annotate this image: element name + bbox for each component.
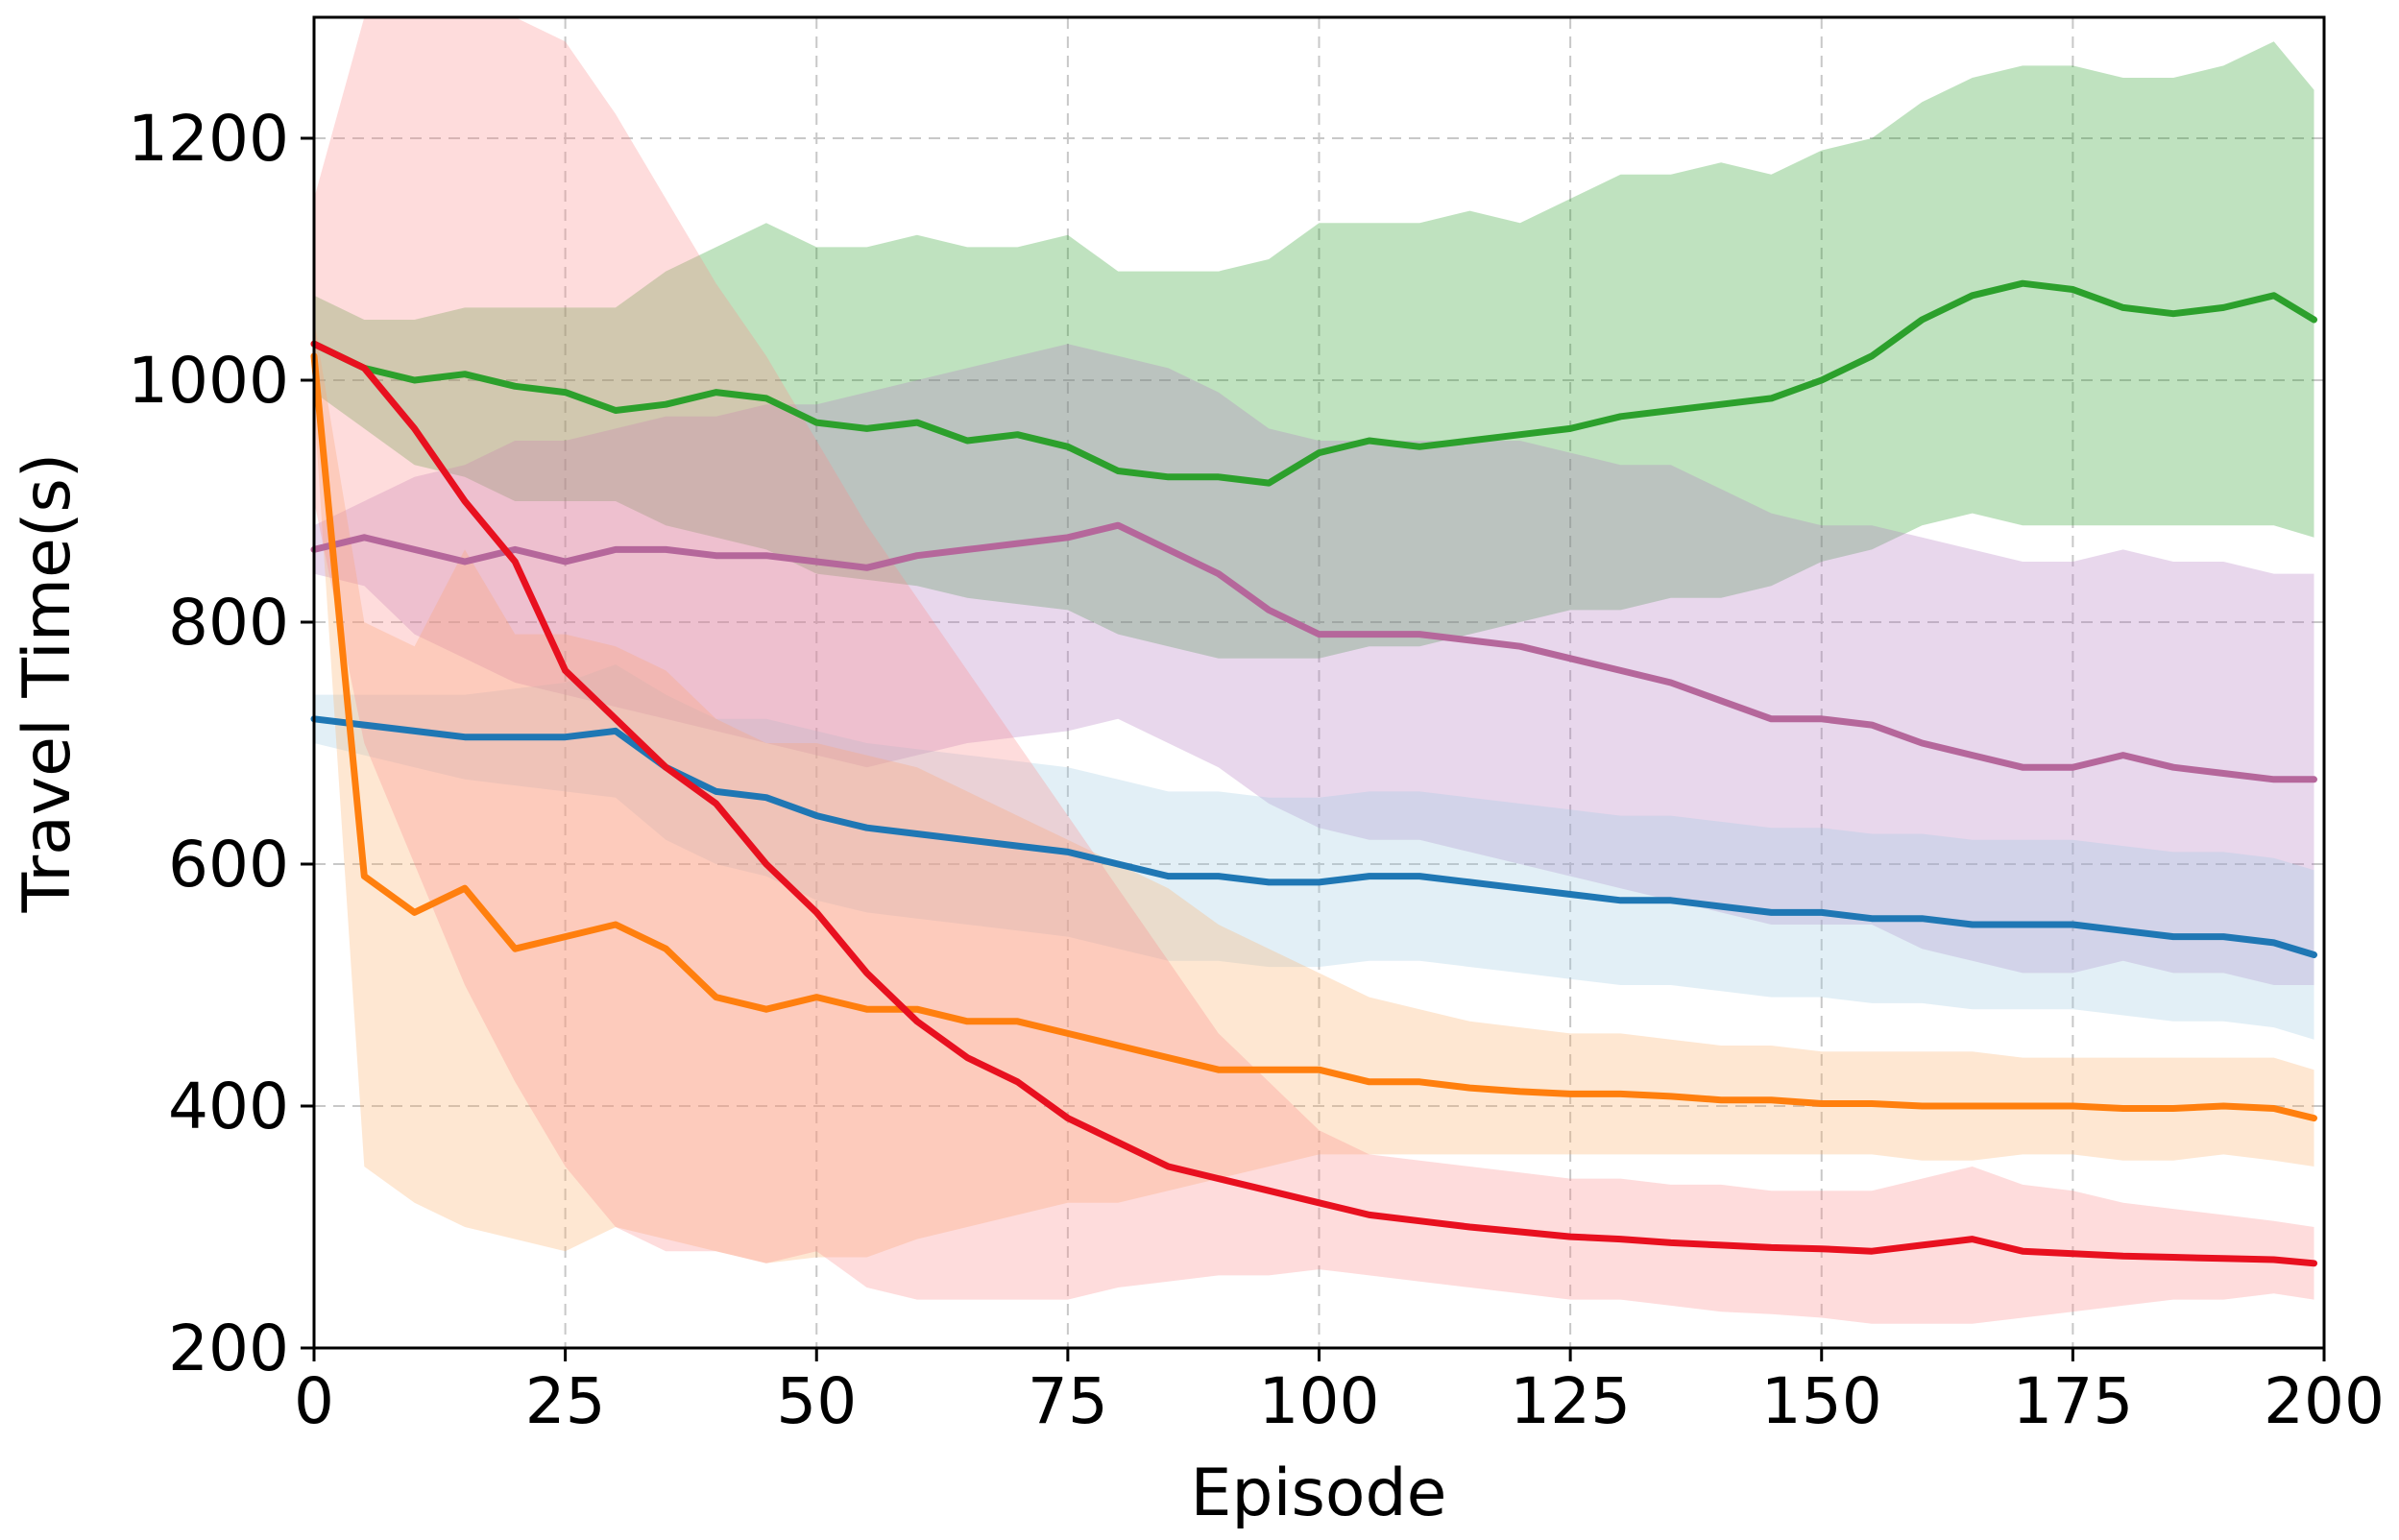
y-tick-label: 800 (168, 586, 289, 660)
series-1-band (314, 344, 2314, 985)
y-tick-label: 200 (168, 1311, 289, 1385)
grid (313, 17, 2325, 1348)
series-3-line (310, 352, 2317, 1122)
x-tick-label: 175 (2012, 1364, 2133, 1438)
series-0-line (310, 279, 2317, 487)
x-tick-label: 25 (525, 1364, 606, 1438)
x-tick-label: 0 (294, 1364, 334, 1438)
x-tick-label: 150 (1761, 1364, 1882, 1438)
series-2-band (314, 664, 2314, 1040)
y-tick-label: 400 (168, 1070, 289, 1143)
x-axis-title: Episode (1190, 1456, 1446, 1531)
y-tick-label: 600 (168, 828, 289, 902)
confidence-bands (314, 17, 2314, 1324)
x-tick-label: 125 (1510, 1364, 1631, 1438)
series-4-line (310, 340, 2317, 1267)
y-tick-label: 1200 (128, 102, 289, 176)
x-tick-label: 100 (1259, 1364, 1380, 1438)
x-tick-label: 75 (1028, 1364, 1108, 1438)
y-axis-title: Travel Time(s) (10, 453, 85, 914)
series-3-band (314, 320, 2314, 1263)
y-tick-label: 1000 (128, 344, 289, 418)
series-0-band (314, 41, 2314, 659)
x-tick-label: 50 (776, 1364, 857, 1438)
series-lines (310, 279, 2317, 1267)
x-tick-label: 200 (2264, 1364, 2385, 1438)
axis-ticks: 0 25 50 75 100 125 150 175 200 200 400 600 800 1000 12… (128, 102, 2385, 1438)
series-1-line (310, 521, 2317, 783)
